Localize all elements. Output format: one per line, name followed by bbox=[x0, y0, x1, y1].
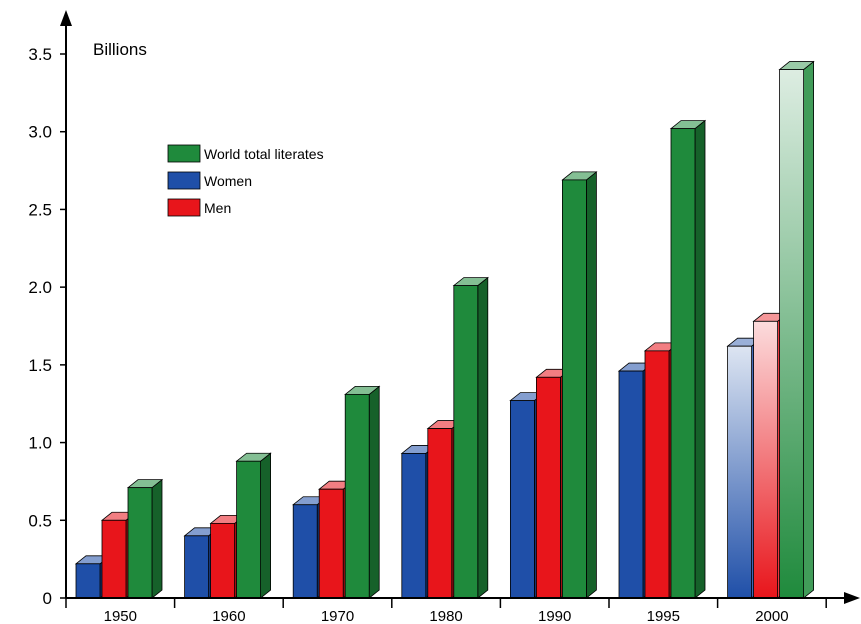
legend-label: Men bbox=[204, 200, 231, 216]
legend-item-women: Women bbox=[167, 171, 252, 190]
bars-layer bbox=[74, 60, 815, 599]
x-tick-label: 1970 bbox=[321, 608, 354, 624]
x-tick-label: 1960 bbox=[212, 608, 245, 624]
legend-item-men: Men bbox=[167, 198, 231, 217]
y-axis-arrow-icon bbox=[60, 10, 72, 26]
legend: World total literates Women Men bbox=[167, 144, 324, 217]
bar-world-total-literates-1995 bbox=[669, 119, 707, 599]
y-ticks: 0 0.5 1.0 1.5 2.0 2.5 3.0 3.5 bbox=[28, 45, 66, 608]
y-tick-label: 1.0 bbox=[28, 434, 52, 453]
y-tick-label: 1.5 bbox=[28, 356, 52, 375]
y-tick-label: 2.0 bbox=[28, 278, 52, 297]
legend-label: Women bbox=[204, 173, 252, 189]
x-tick-label: 2000 bbox=[755, 608, 788, 624]
x-axis-arrow-icon bbox=[844, 592, 860, 604]
bar-world-total-literates-2000 bbox=[778, 60, 815, 599]
y-tick-label: 0.5 bbox=[28, 511, 52, 530]
legend-label: World total literates bbox=[204, 146, 324, 162]
bar-world-total-literates-1990 bbox=[561, 171, 598, 599]
x-tick-label: 1950 bbox=[104, 608, 137, 624]
legend-item-world-total-literates: World total literates bbox=[167, 144, 324, 163]
x-ticks: 1950 1960 1970 1980 1990 1995 2000 bbox=[65, 598, 827, 624]
x-tick-label: 1990 bbox=[538, 608, 571, 624]
legend-swatch bbox=[167, 144, 201, 163]
y-axis-label: Billions bbox=[93, 40, 147, 59]
x-tick-label: 1980 bbox=[429, 608, 462, 624]
bar-world-total-literates-1980 bbox=[452, 276, 489, 599]
bar-world-total-literates-1960 bbox=[235, 452, 272, 599]
y-tick-label: 3.5 bbox=[28, 45, 52, 64]
y-tick-label: 3.0 bbox=[28, 123, 52, 142]
y-tick-label: 0 bbox=[43, 589, 52, 608]
x-tick-label: 1995 bbox=[647, 608, 680, 624]
bar-world-total-literates-1950 bbox=[126, 478, 164, 599]
legend-swatch bbox=[167, 198, 201, 217]
legend-swatch bbox=[167, 171, 201, 190]
y-tick-label: 2.5 bbox=[28, 200, 52, 219]
bar-world-total-literates-1970 bbox=[344, 385, 381, 599]
